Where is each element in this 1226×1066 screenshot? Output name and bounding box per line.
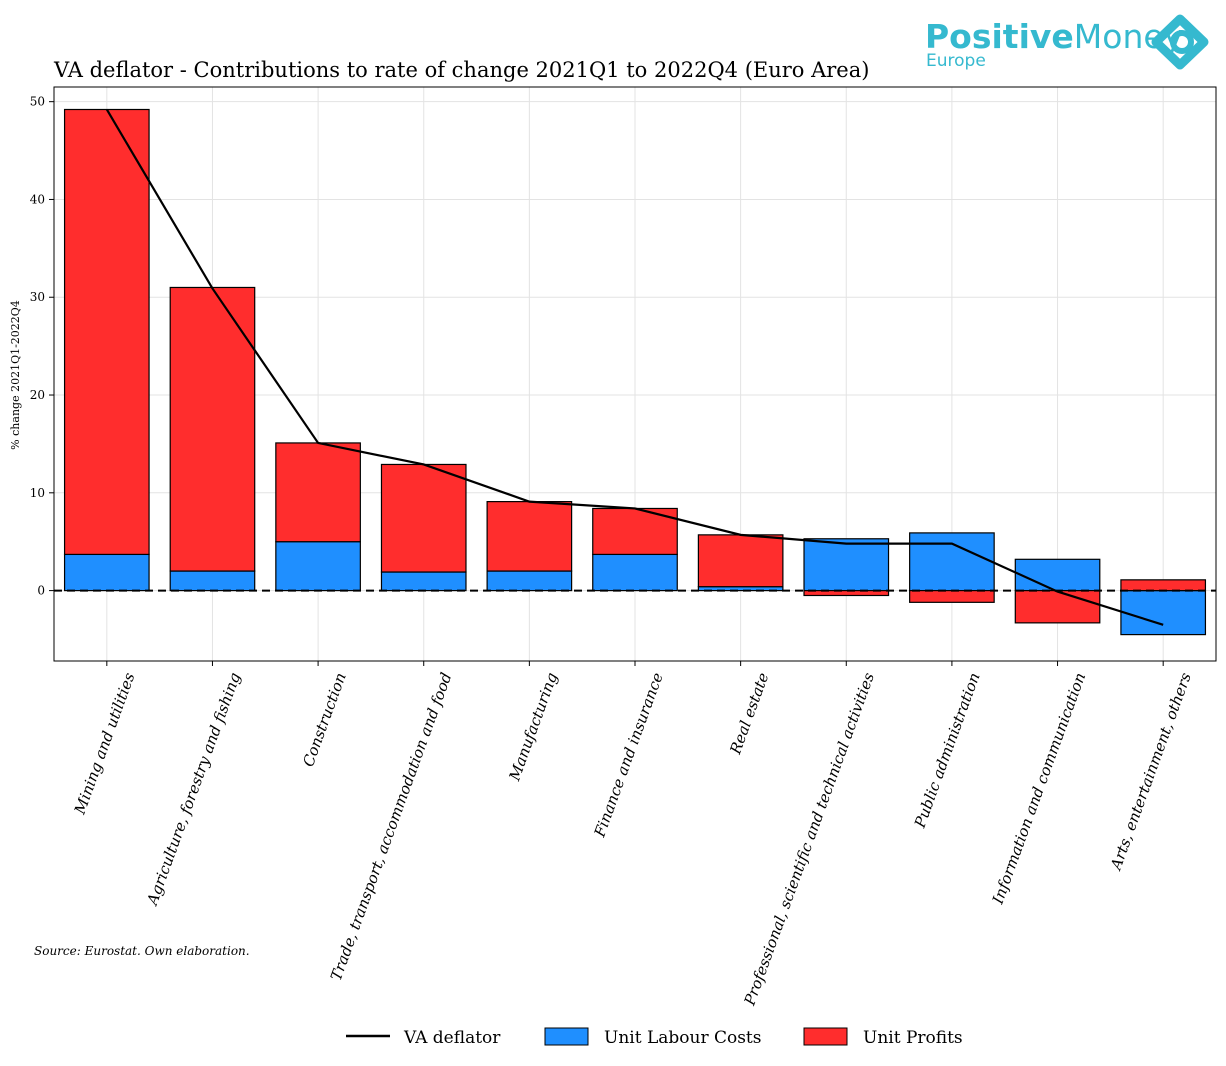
bar-unit-profits bbox=[1014, 589, 1101, 624]
x-tick-label: Arts, entertainment, others bbox=[1106, 670, 1195, 874]
y-tick-label: 30 bbox=[30, 290, 45, 304]
bar-unit-labour-costs bbox=[380, 571, 467, 592]
y-tick-label: 50 bbox=[30, 95, 45, 109]
y-tick-label: 20 bbox=[30, 388, 45, 402]
bar-unit-profits bbox=[1120, 579, 1207, 592]
legend-label-va-deflator: VA deflator bbox=[403, 1028, 501, 1048]
y-axis-ticks: 0 10 20 30 40 50 bbox=[30, 95, 54, 598]
bar-unit-labour-costs bbox=[275, 541, 361, 592]
source-note: Source: Eurostat. Own elaboration. bbox=[34, 944, 250, 958]
y-tick-label: 10 bbox=[30, 486, 45, 500]
y-tick-label: 40 bbox=[30, 192, 45, 206]
bar-unit-profits bbox=[803, 589, 890, 597]
bar-unit-labour-costs bbox=[909, 532, 995, 592]
x-tick-label: Real estate bbox=[726, 670, 772, 757]
bar-unit-profits bbox=[169, 286, 256, 572]
bar-unit-profits bbox=[697, 534, 784, 588]
bar-unit-labour-costs bbox=[803, 538, 890, 592]
bar-unit-profits bbox=[275, 442, 361, 543]
chart-title: VA deflator - Contributions to rate of c… bbox=[53, 58, 869, 82]
legend: VA deflator Unit Labour Costs Unit Profi… bbox=[346, 1027, 963, 1048]
x-tick-label: Mining and utilities bbox=[70, 670, 138, 817]
y-tick-label: 0 bbox=[37, 584, 45, 598]
x-tick-label: Agriculture, forestry and fishing bbox=[143, 670, 245, 909]
x-tick-label: Public administration bbox=[910, 670, 983, 831]
bar-unit-profits bbox=[486, 501, 573, 572]
x-tick-label: Finance and insurance bbox=[590, 670, 667, 840]
bar-unit-profits bbox=[63, 108, 150, 556]
logo-subtitle: Europe bbox=[926, 51, 986, 71]
x-tick-label: Information and communication bbox=[988, 670, 1089, 907]
bar-unit-labour-costs bbox=[486, 570, 573, 592]
x-tick-label: Construction bbox=[299, 670, 350, 769]
logo-text-positive: Positive bbox=[925, 17, 1074, 56]
bar-unit-labour-costs bbox=[592, 553, 678, 592]
bar-unit-labour-costs bbox=[1120, 589, 1207, 636]
bar-unit-labour-costs bbox=[169, 570, 256, 592]
bar-unit-labour-costs bbox=[63, 553, 150, 592]
bar-unit-labour-costs bbox=[1014, 558, 1101, 592]
logo-eye-icon bbox=[1151, 14, 1209, 70]
x-tick-label: Professional, scientific and technical a… bbox=[740, 670, 878, 1009]
bars bbox=[63, 108, 1207, 636]
legend-swatch-unit-profits bbox=[803, 1027, 848, 1046]
grid bbox=[54, 87, 1216, 661]
legend-label-unit-profits: Unit Profits bbox=[863, 1028, 963, 1048]
va-deflator-line bbox=[105, 108, 1164, 626]
x-tick-label: Trade, transport, accommodation and food bbox=[327, 670, 456, 983]
legend-swatch-unit-labour-costs bbox=[544, 1027, 589, 1046]
legend-label-unit-labour-costs: Unit Labour Costs bbox=[604, 1028, 762, 1048]
positive-money-logo: PositiveMoney Europe bbox=[925, 14, 1209, 71]
bar-unit-profits bbox=[909, 589, 995, 603]
y-axis-label: % change 2021Q1-2022Q4 bbox=[9, 300, 22, 450]
x-tick-label: Manufacturing bbox=[505, 670, 561, 784]
bar-unit-profits bbox=[380, 463, 467, 573]
